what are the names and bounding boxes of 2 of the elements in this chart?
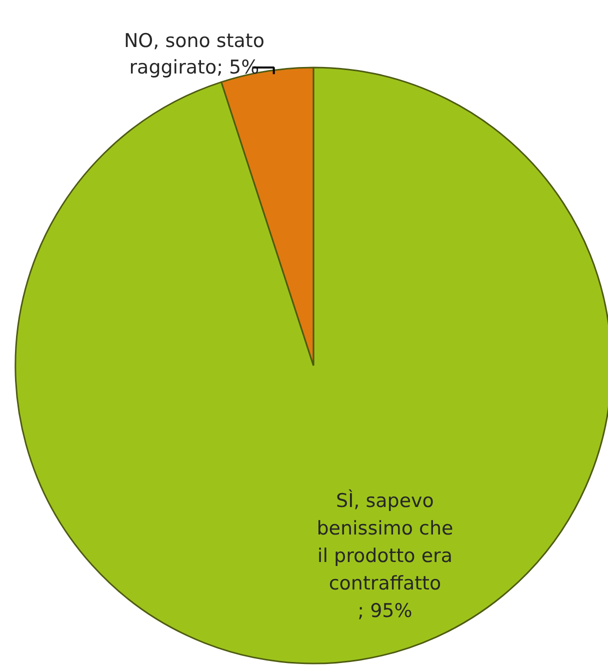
slice-label: SÌ, sapevo benissimo che il prodotto era contraffatto: [316, 489, 454, 595]
data-label: ; 95%: [358, 600, 412, 622]
